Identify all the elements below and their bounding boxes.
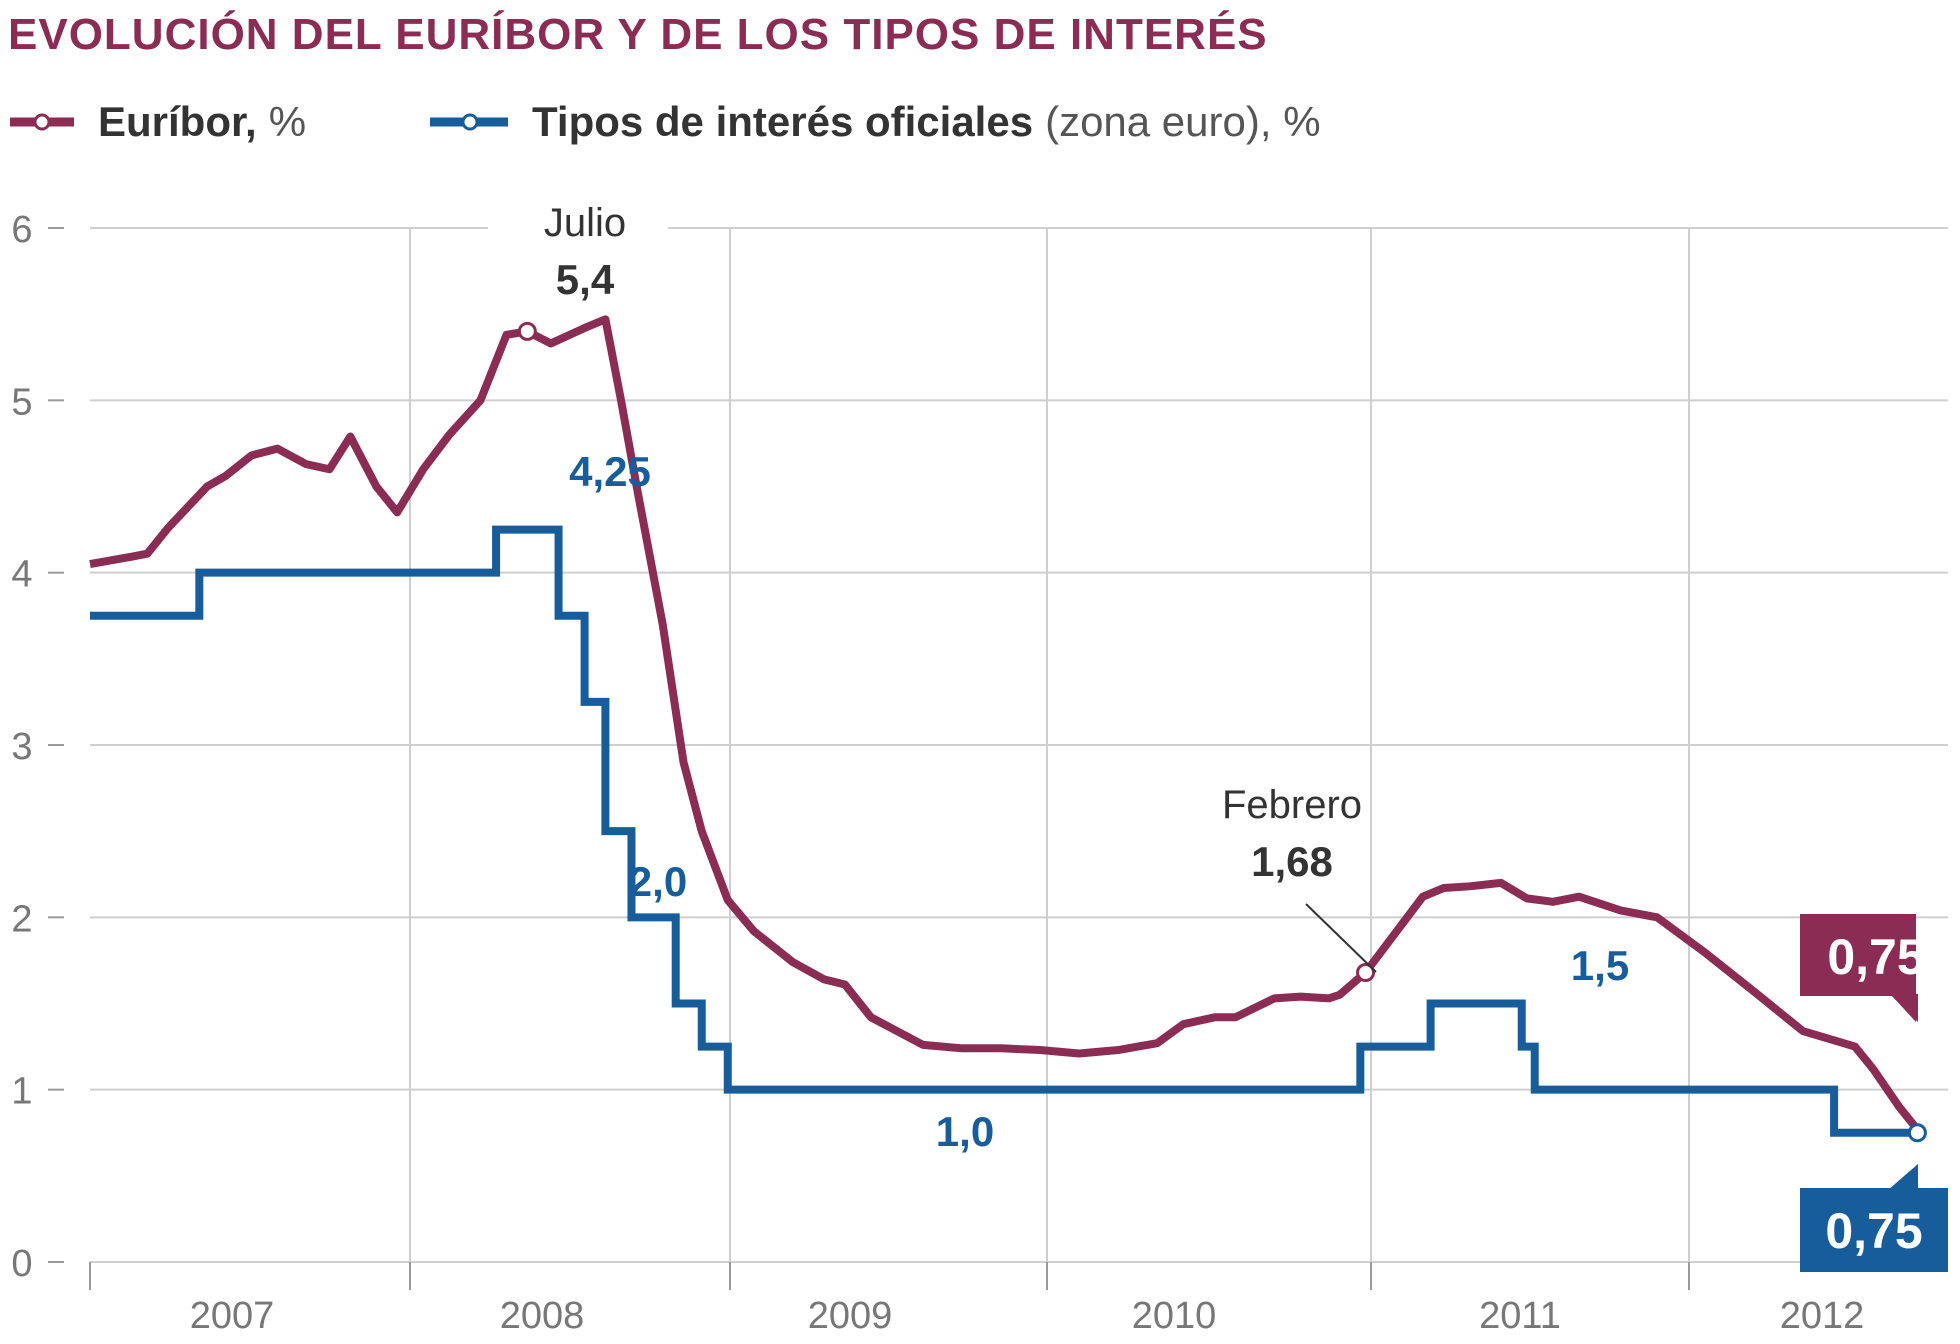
annotation-febrero-value: 1,68 (1251, 838, 1333, 885)
series-line-tipos (90, 525, 1918, 1137)
point-euribor-julio (517, 321, 537, 341)
xtick-label-2007: 2007 (190, 1295, 275, 1337)
callout-euribor-end-value: 0,75 (1827, 929, 1924, 985)
xtick-label-2012: 2012 (1780, 1295, 1865, 1337)
ytick-label-1: 1 (11, 1071, 32, 1113)
annotation-tipos-1: 1,0 (936, 1108, 994, 1155)
ytick-label-0: 0 (11, 1243, 32, 1285)
callout-tipos-end-box (1800, 1188, 1948, 1272)
legend-item-euribor: Euríbor, % (8, 98, 306, 146)
point-tipos-end (1907, 1123, 1927, 1143)
ytick-label-2: 2 (11, 898, 32, 940)
point-euribor-febrero (1356, 962, 1376, 982)
xtick-label-2010: 2010 (1132, 1295, 1217, 1337)
legend-euribor-unit: % (268, 98, 307, 145)
annotation-julio-label: Julio (544, 201, 626, 245)
legend-euribor-label: Euríbor, (98, 98, 257, 145)
legend-tipos-unit: (zona euro), % (1045, 98, 1321, 145)
callout-tipos-end-value: 0,75 (1825, 1203, 1922, 1259)
xtick-label-2011: 2011 (1479, 1295, 1561, 1337)
legend-tipos-label: Tipos de interés oficiales (532, 98, 1034, 145)
legend-tipos-marker-icon (430, 113, 508, 131)
callout-euribor-end-box (1800, 914, 1916, 1022)
annotation-tipos-peak: 4,25 (569, 448, 651, 495)
callout-tipos-end-pointer (1888, 1164, 1918, 1190)
ytick-label-3: 3 (11, 726, 32, 768)
ytick-label-4: 4 (11, 554, 32, 596)
ytick-label-6: 6 (11, 209, 32, 251)
series-line-euribor (89, 315, 1924, 1136)
legend-euribor-marker-icon (10, 113, 74, 131)
annotation-tipos-2: 2,0 (629, 858, 687, 905)
annotation-febrero-leader (1305, 903, 1377, 973)
ytick-label-5: 5 (11, 381, 32, 423)
chart-title: EVOLUCIÓN DEL EURÍBOR Y DE LOS TIPOS DE … (8, 10, 1268, 59)
annotation-tipos-15: 1,5 (1571, 942, 1629, 989)
annotation-febrero-label: Febrero (1222, 783, 1362, 827)
callout-euribor-end-pointer (1890, 994, 1918, 1022)
xtick-label-2008: 2008 (500, 1295, 585, 1337)
annotation-julio-value: 5,4 (556, 256, 615, 303)
xtick-label-2009: 2009 (808, 1295, 893, 1337)
legend-item-tipos: Tipos de interés oficiales (zona euro), … (428, 98, 1321, 146)
